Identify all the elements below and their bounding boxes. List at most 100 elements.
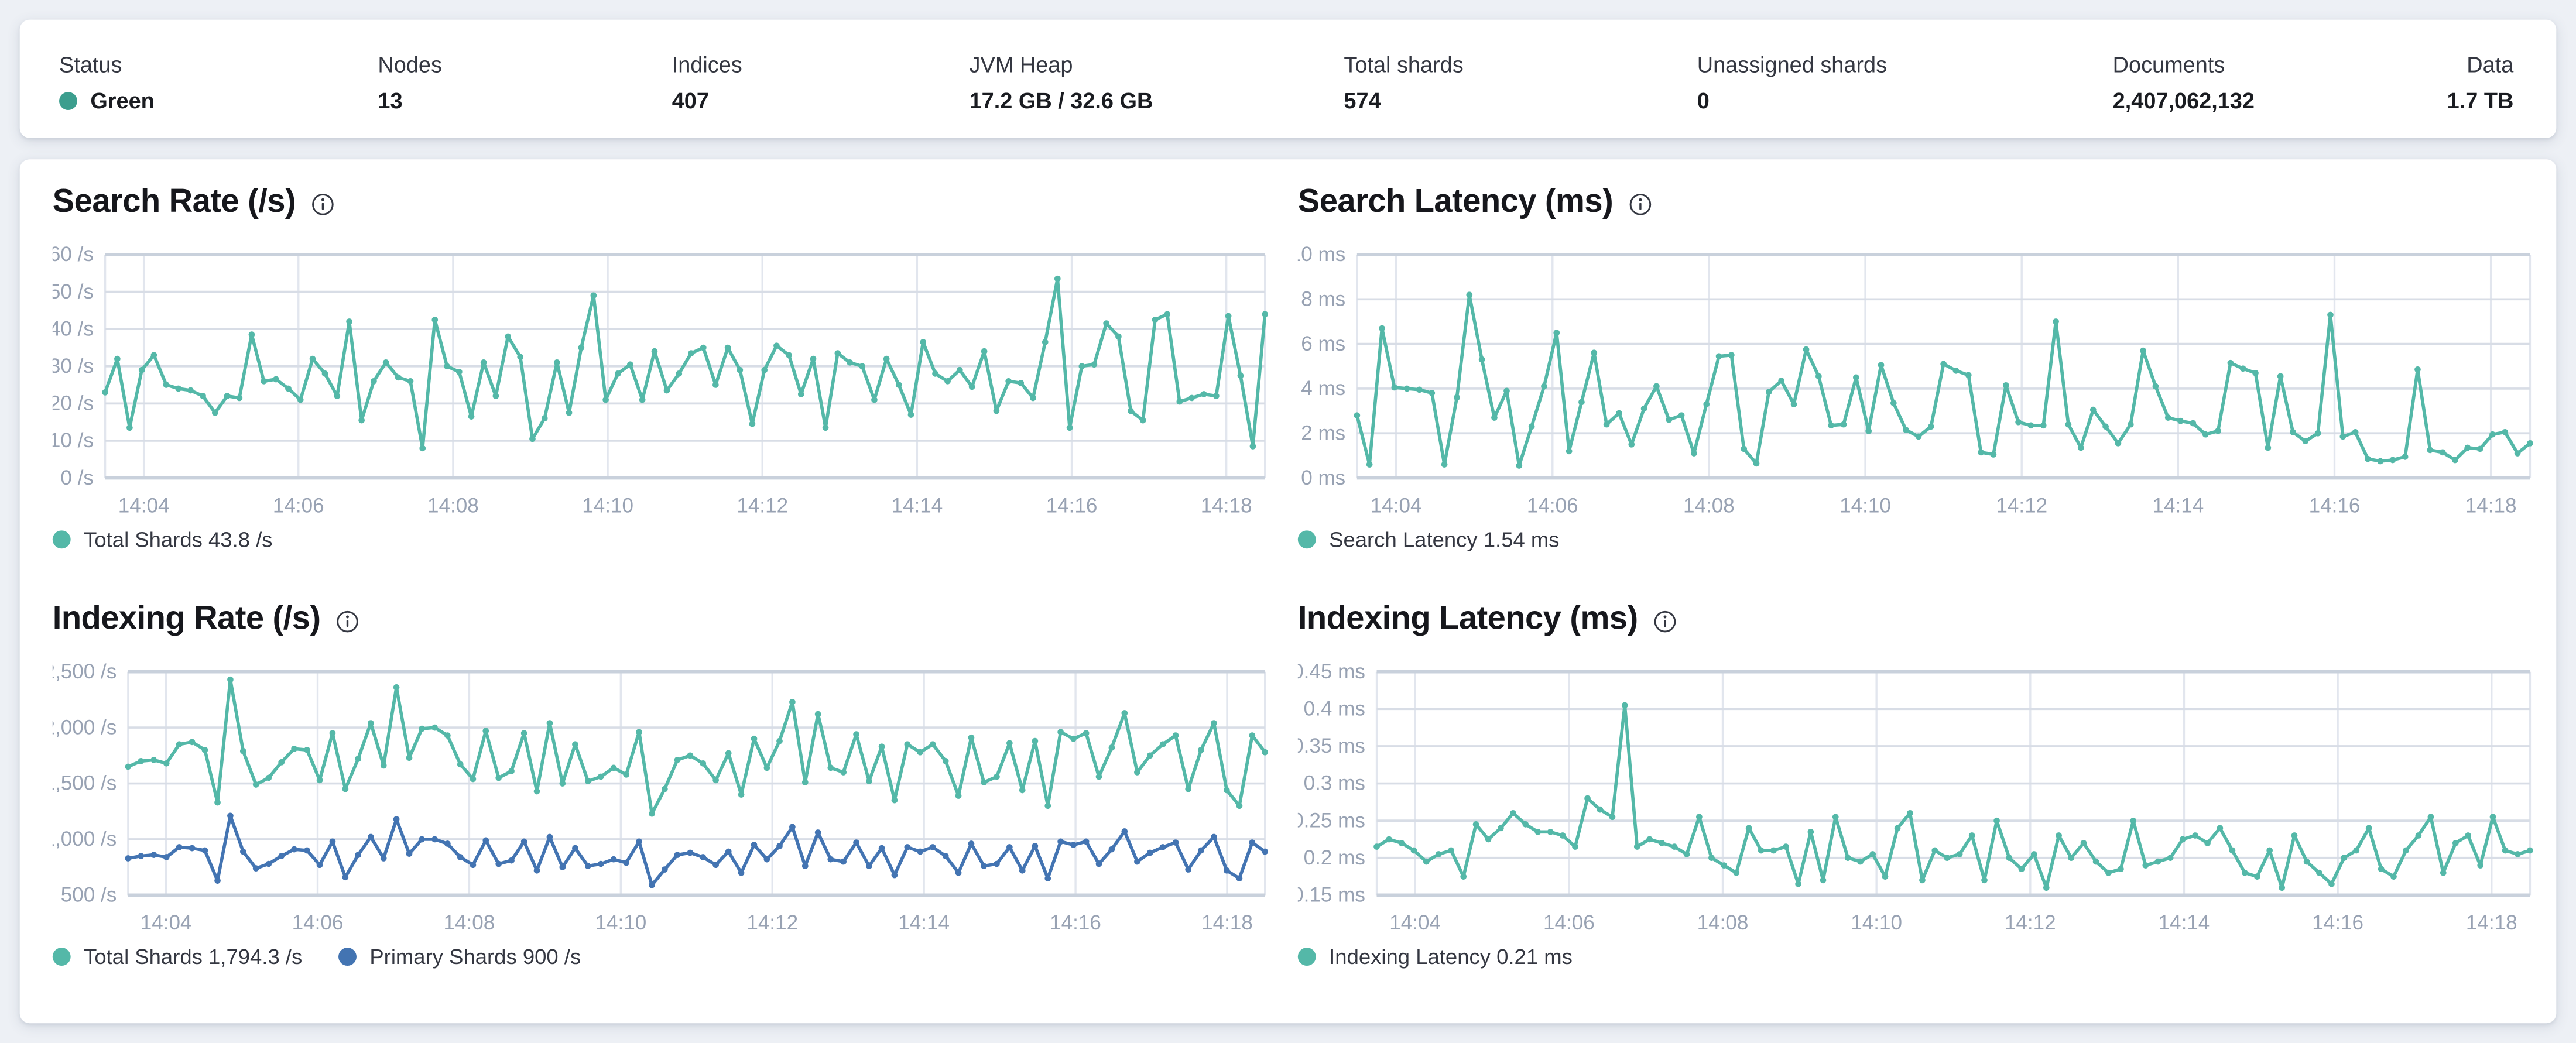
legend-label: Total Shards 1,794.3 /s: [84, 944, 303, 969]
info-icon[interactable]: [335, 609, 360, 633]
svg-text:14:18: 14:18: [1201, 911, 1253, 934]
stat-label: Documents: [2112, 52, 2225, 77]
chart-header: Search Rate (/s): [53, 182, 1272, 221]
chart-legend: Indexing Latency 0.21 ms: [1297, 944, 2537, 969]
stat-value: 13: [378, 88, 403, 114]
svg-text:14:10: 14:10: [1839, 495, 1891, 517]
stat-label: Nodes: [378, 52, 442, 77]
legend-item[interactable]: Search Latency 1.54 ms: [1297, 527, 1560, 552]
search-latency-line-chart[interactable]: 14:04 14:06 14:08 14:10 14:12 14:14 14:16 14:18…: [1298, 235, 2537, 524]
svg-text:1,000 /s: 1,000 /s: [53, 828, 117, 850]
chart-title: Indexing Rate (/s): [52, 600, 321, 637]
stat-indices: Indices 407: [672, 53, 742, 114]
stat-nodes: Nodes 13: [378, 53, 442, 114]
chart-legend: Search Latency 1.54 ms: [1297, 527, 2537, 552]
search-rate-line-chart[interactable]: 14:04 14:06 14:08 14:10 14:12 14:14 14:16 14:18…: [53, 235, 1272, 524]
svg-text:8 ms: 8 ms: [1301, 287, 1345, 310]
svg-text:14:12: 14:12: [2005, 911, 2056, 934]
svg-text:0.3 ms: 0.3 ms: [1304, 772, 1365, 795]
svg-text:0.25 ms: 0.25 ms: [1298, 809, 1365, 832]
svg-text:14:04: 14:04: [1371, 495, 1422, 517]
chart-title: Indexing Latency (ms): [1297, 600, 1638, 637]
stat-label: Unassigned shards: [1697, 52, 1888, 77]
svg-text:0.15 ms: 0.15 ms: [1298, 884, 1365, 907]
stat-jvm-heap: JVM Heap 17.2 GB / 32.6 GB: [970, 53, 1153, 114]
legend-item[interactable]: Total Shards 43.8 /s: [52, 527, 273, 552]
legend-series-dot-icon: [52, 948, 71, 966]
svg-text:14:10: 14:10: [582, 495, 633, 517]
svg-text:500 /s: 500 /s: [61, 884, 117, 907]
svg-text:14:08: 14:08: [427, 495, 479, 517]
svg-text:14:12: 14:12: [746, 911, 798, 934]
svg-text:14:06: 14:06: [273, 495, 324, 517]
svg-text:14:10: 14:10: [595, 911, 646, 934]
svg-text:14:08: 14:08: [1697, 911, 1749, 934]
svg-text:14:06: 14:06: [1543, 911, 1595, 934]
chart-title: Search Rate (/s): [52, 183, 296, 219]
stat-value: 17.2 GB / 32.6 GB: [969, 88, 1153, 114]
svg-text:14:04: 14:04: [1389, 911, 1441, 934]
info-icon[interactable]: [1628, 191, 1652, 216]
legend-label: Indexing Latency 0.21 ms: [1329, 944, 1573, 969]
svg-text:14:04: 14:04: [141, 911, 192, 934]
legend-label: Search Latency 1.54 ms: [1329, 527, 1560, 552]
legend-item[interactable]: Primary Shards 900 /s: [338, 945, 581, 969]
stat-label: JVM Heap: [969, 52, 1073, 77]
svg-text:14:04: 14:04: [118, 495, 170, 517]
svg-text:14:14: 14:14: [2152, 495, 2204, 517]
stat-status: Status Green: [59, 53, 155, 114]
indexing-latency-line-chart[interactable]: 14:04 14:06 14:08 14:10 14:12 14:14 14:16 14:18…: [1298, 652, 2537, 941]
stat-data: Data 1.7 TB: [2447, 53, 2514, 114]
legend-label: Total Shards 43.8 /s: [84, 527, 273, 552]
legend-series-dot-icon: [52, 530, 71, 549]
svg-text:50 /s: 50 /s: [53, 280, 94, 303]
svg-text:60 /s: 60 /s: [53, 243, 94, 266]
svg-text:30 /s: 30 /s: [53, 355, 94, 378]
svg-text:14:16: 14:16: [1046, 495, 1098, 517]
chart-indexing-rate: Indexing Rate (/s) 14:04 14:06 14:08 14:10 1…: [52, 599, 1272, 969]
chart-header: Indexing Latency (ms): [1298, 599, 2537, 639]
legend-series-dot-icon: [1297, 530, 1316, 549]
indexing-rate-line-chart[interactable]: 14:04 14:06 14:08 14:10 14:12 14:14 14:16 14:18…: [53, 652, 1272, 941]
svg-text:14:08: 14:08: [1683, 495, 1735, 517]
health-status-dot-icon: [59, 92, 77, 111]
svg-text:0 ms: 0 ms: [1301, 466, 1345, 489]
svg-text:0.45 ms: 0.45 ms: [1298, 660, 1365, 683]
legend-series-dot-icon: [338, 948, 357, 966]
info-icon[interactable]: [310, 191, 335, 216]
stat-label: Indices: [672, 52, 742, 77]
stat-label: Status: [59, 52, 122, 77]
chart-legend: Total Shards 43.8 /s: [52, 527, 1272, 552]
svg-text:6 ms: 6 ms: [1301, 332, 1345, 355]
legend-item[interactable]: Total Shards 1,794.3 /s: [52, 944, 303, 969]
svg-text:0 /s: 0 /s: [60, 466, 94, 489]
stat-value: 2,407,062,132: [2112, 88, 2255, 114]
svg-text:1,500 /s: 1,500 /s: [53, 772, 117, 795]
svg-text:14:14: 14:14: [2159, 911, 2210, 934]
info-icon[interactable]: [1653, 609, 1677, 633]
stat-value: Green: [59, 89, 155, 114]
chart-indexing-latency: Indexing Latency (ms) 14:04 14:06 14:08 14:…: [1297, 599, 2537, 969]
svg-text:2,000 /s: 2,000 /s: [53, 716, 117, 739]
chart-header: Indexing Rate (/s): [53, 599, 1272, 639]
status-text: Green: [90, 88, 155, 114]
stat-value: 1.7 TB: [2447, 88, 2514, 114]
stat-documents: Documents 2,407,062,132: [2113, 53, 2255, 114]
chart-legend: Total Shards 1,794.3 /s Primary Shards 90…: [52, 944, 1272, 969]
legend-series-dot-icon: [1297, 948, 1316, 966]
svg-text:14:06: 14:06: [292, 911, 344, 934]
svg-text:0.2 ms: 0.2 ms: [1304, 846, 1365, 869]
svg-text:14:14: 14:14: [892, 495, 943, 517]
svg-text:4 ms: 4 ms: [1301, 377, 1345, 400]
svg-text:14:16: 14:16: [1050, 911, 1101, 934]
svg-text:14:12: 14:12: [737, 495, 788, 517]
svg-text:40 /s: 40 /s: [53, 317, 94, 340]
stat-label: Total shards: [1344, 52, 1464, 77]
chart-search-rate: Search Rate (/s) 14:04 14:06 14:08 14:10 14:…: [52, 182, 1272, 552]
chart-header: Search Latency (ms): [1298, 182, 2537, 221]
stat-value: 407: [672, 88, 709, 114]
svg-text:10 ms: 10 ms: [1298, 243, 1345, 266]
svg-text:14:10: 14:10: [1851, 911, 1902, 934]
legend-item[interactable]: Indexing Latency 0.21 ms: [1297, 944, 1573, 969]
